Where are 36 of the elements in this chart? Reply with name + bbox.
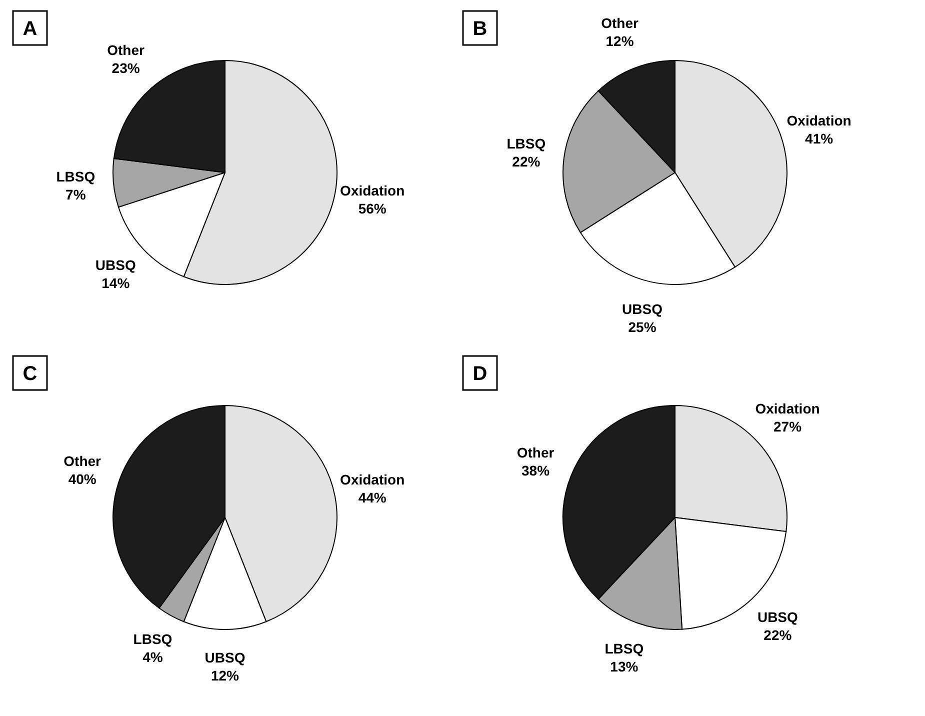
- slice-label: Oxidation: [340, 182, 405, 199]
- slice-label: Oxidation: [786, 112, 852, 129]
- slice-label: Other: [516, 444, 555, 460]
- data-label: 38%: [522, 462, 550, 478]
- data-label: 13%: [610, 658, 639, 675]
- slice-label: UBSQ: [95, 257, 136, 274]
- slice-label: Oxidation: [755, 400, 820, 416]
- slice-label: Other: [107, 42, 146, 58]
- data-label: 4%: [142, 648, 164, 665]
- data-label: 23%: [112, 60, 140, 76]
- data-label: 22%: [512, 154, 541, 170]
- data-label: 56%: [358, 200, 387, 217]
- slice-label: LBSQ: [56, 168, 96, 185]
- slice-label: Other: [64, 453, 102, 470]
- data-label: 14%: [102, 275, 130, 292]
- chart-title: D: [472, 363, 488, 385]
- data-label: 12%: [606, 33, 634, 50]
- slice-label: Other: [601, 15, 639, 32]
- data-label: 22%: [764, 626, 792, 643]
- data-label: 25%: [628, 318, 657, 335]
- data-label: 27%: [774, 418, 802, 434]
- data-label: 41%: [805, 130, 834, 147]
- slice-label: UBSQ: [204, 650, 246, 666]
- chart-title: C: [22, 363, 38, 385]
- slice-label: UBSQ: [757, 608, 798, 625]
- chart-title: A: [22, 18, 38, 40]
- slice-label: UBSQ: [622, 300, 663, 317]
- data-label: 44%: [358, 489, 387, 506]
- data-label: 12%: [210, 668, 240, 684]
- data-label: 40%: [68, 471, 97, 488]
- slice-label: LBSQ: [133, 630, 172, 647]
- slice-label: Oxidation: [340, 471, 405, 488]
- slice-label: LBSQ: [604, 640, 644, 657]
- data-label: 7%: [66, 186, 86, 203]
- chart-title: B: [472, 18, 488, 40]
- slice-label: LBSQ: [506, 136, 546, 152]
